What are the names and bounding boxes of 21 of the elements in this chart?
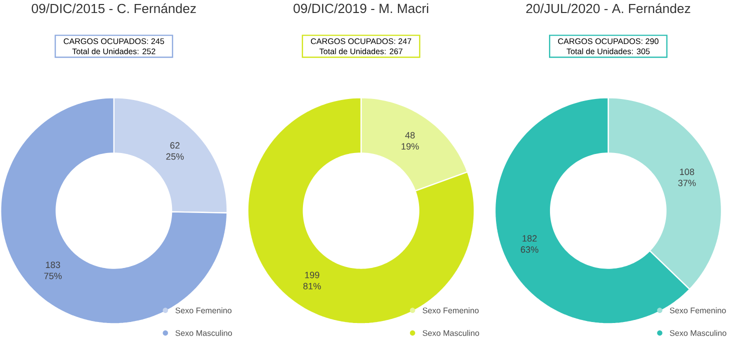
data-label: 199 81% bbox=[303, 272, 321, 290]
chart-subtitle: CARGOS OCUPADOS: 290 bbox=[558, 38, 658, 44]
data-label: 183 75% bbox=[44, 261, 62, 280]
data-label: 48 19% bbox=[402, 132, 419, 150]
chart-title: 09/DIC/2015 - C. Fernández bbox=[32, 3, 196, 14]
data-label: 108 37% bbox=[678, 168, 696, 186]
legend-label: Sexo Femenino bbox=[176, 307, 232, 314]
text: Total de Unidades: 305 bbox=[566, 48, 650, 54]
legend-label: Sexo Femenino bbox=[670, 307, 726, 314]
legend-label: Sexo Masculino bbox=[176, 330, 232, 336]
chart-subtitle: CARGOS OCUPADOS: 245 bbox=[64, 38, 164, 44]
legend-label: Sexo Masculino bbox=[422, 330, 480, 336]
legend-label: Sexo Femenino bbox=[422, 307, 479, 314]
chart-title: 20/JUL/2020 - A. Fernández bbox=[526, 3, 690, 14]
chart-title: 09/DIC/2019 - M. Macri bbox=[294, 3, 428, 13]
legend-label: Sexo Masculino bbox=[670, 330, 726, 336]
text: Total de Unidades: 267 bbox=[319, 48, 402, 54]
text: Total de Unidades: 252 bbox=[72, 48, 156, 54]
chart-subtitle: CARGOS OCUPADOS: 247 bbox=[310, 38, 412, 44]
data-label: 62 25% bbox=[166, 142, 184, 160]
data-label: 182 63% bbox=[520, 235, 538, 253]
